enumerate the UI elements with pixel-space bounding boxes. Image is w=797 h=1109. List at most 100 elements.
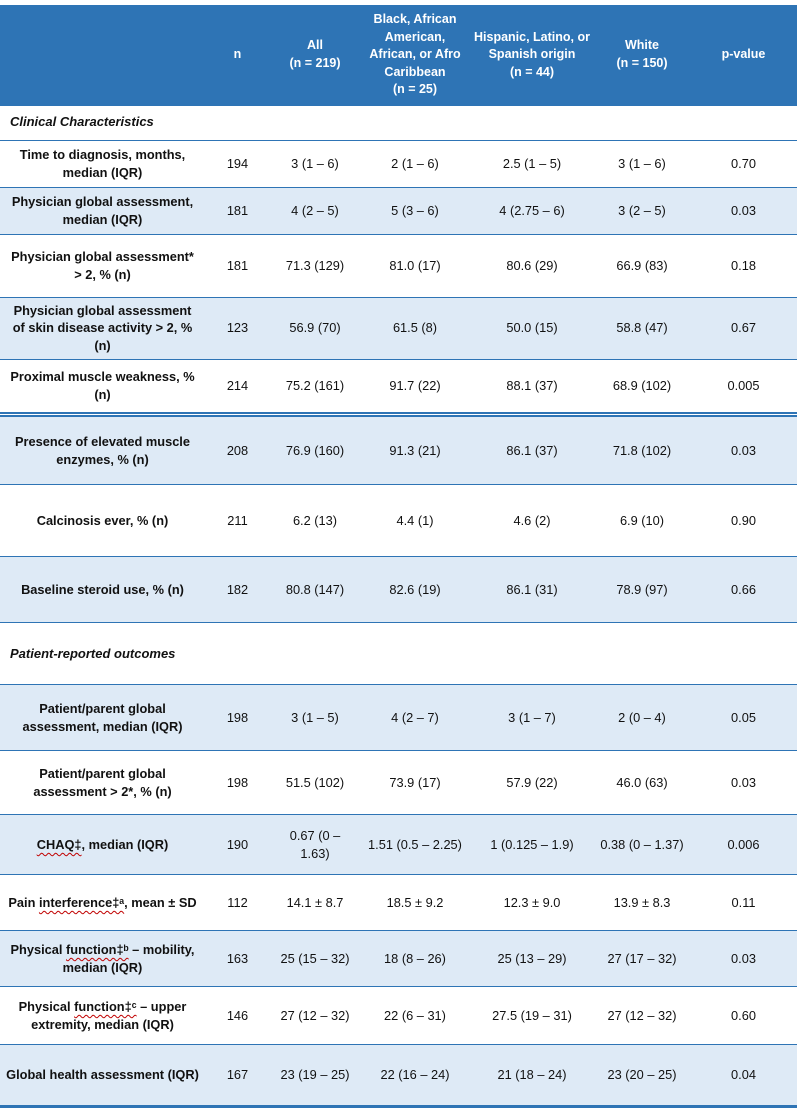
hispanic-value: 86.1 (37) xyxy=(470,412,594,485)
n-value: 190 xyxy=(205,814,270,875)
black-value: 91.3 (21) xyxy=(360,412,470,485)
white-value: 27 (12 – 32) xyxy=(594,986,690,1045)
hispanic-value: 50.0 (15) xyxy=(470,296,594,360)
row-label: Patient/parent global assessment, median… xyxy=(0,684,205,751)
row-label: Calcinosis ever, % (n) xyxy=(0,484,205,557)
black-value: 22 (6 – 31) xyxy=(360,986,470,1045)
all-value: 80.8 (147) xyxy=(270,556,360,623)
white-value: 13.9 ± 8.3 xyxy=(594,874,690,931)
table-row: Calcinosis ever, % (n) 211 6.2 (13) 4.4 (1)… xyxy=(0,484,797,557)
demographics-characteristics-table: n All (n = 219) Black, African American,… xyxy=(0,5,797,1109)
label-text: , mean ± SD xyxy=(124,894,197,910)
white-value: 78.9 (97) xyxy=(594,556,690,623)
table-row: Physical function‡ᶜ – upper extremity, m… xyxy=(0,986,797,1045)
row-label: Proximal muscle weakness, % (n) xyxy=(0,359,205,415)
hispanic-value: 12.3 ± 9.0 xyxy=(470,874,594,931)
table-header: n All (n = 219) Black, African American,… xyxy=(0,5,797,105)
hispanic-value: 3 (1 – 7) xyxy=(470,684,594,751)
hispanic-value: 4.6 (2) xyxy=(470,484,594,557)
row-label: Physical function‡ᶜ – upper extremity, m… xyxy=(0,986,205,1045)
header-cell-white: White (n = 150) xyxy=(594,5,690,105)
table-row: Global health assessment (IQR) 167 23 (19 … xyxy=(0,1044,797,1109)
p-value: 0.70 xyxy=(690,139,797,187)
p-value: 0.005 xyxy=(690,359,797,415)
p-value: 0.05 xyxy=(690,684,797,751)
black-value: 4.4 (1) xyxy=(360,484,470,557)
header-row: n All (n = 219) Black, African American,… xyxy=(0,5,797,105)
p-value: 0.90 xyxy=(690,484,797,557)
black-value: 73.9 (17) xyxy=(360,750,470,815)
hispanic-value: 80.6 (29) xyxy=(470,233,594,297)
section-row: Clinical Characteristics xyxy=(0,104,797,140)
row-label: Physical function‡ᵇ – mobility, median (… xyxy=(0,930,205,987)
n-value: 181 xyxy=(205,186,270,234)
all-value: 0.67 (0 – 1.63) xyxy=(270,814,360,875)
hispanic-value: 88.1 (37) xyxy=(470,359,594,415)
white-value: 0.38 (0 – 1.37) xyxy=(594,814,690,875)
section-title: Patient-reported outcomes xyxy=(0,622,797,685)
n-value: 198 xyxy=(205,684,270,751)
table-row: Pain interference‡ᵃ, mean ± SD 112 14.1 ± … xyxy=(0,874,797,931)
table-row: Proximal muscle weakness, % (n) 214 75.2 (… xyxy=(0,359,797,415)
white-value: 68.9 (102) xyxy=(594,359,690,415)
all-value: 27 (12 – 32) xyxy=(270,986,360,1045)
row-label: Presence of elevated muscle enzymes, % (… xyxy=(0,412,205,485)
row-label: Physician global assessment of skin dise… xyxy=(0,296,205,360)
n-value: 181 xyxy=(205,233,270,297)
hispanic-value: 25 (13 – 29) xyxy=(470,930,594,987)
all-value: 14.1 ± 8.7 xyxy=(270,874,360,931)
misspelled-text: function‡ᵇ xyxy=(66,941,129,957)
p-value: 0.03 xyxy=(690,186,797,234)
row-label: Physician global assessment, median (IQR… xyxy=(0,186,205,234)
hispanic-value: 27.5 (19 – 31) xyxy=(470,986,594,1045)
table-row: CHAQ‡, median (IQR) 190 0.67 (0 – 1.63) 1.5… xyxy=(0,814,797,875)
n-value: 211 xyxy=(205,484,270,557)
table-row: Time to diagnosis, months, median (IQR) 1… xyxy=(0,139,797,187)
table-row: Physician global assessment of skin dise… xyxy=(0,296,797,360)
black-value: 4 (2 – 7) xyxy=(360,684,470,751)
n-value: 208 xyxy=(205,412,270,485)
table-row: Patient/parent global assessment > 2*, %… xyxy=(0,750,797,815)
all-value: 23 (19 – 25) xyxy=(270,1044,360,1109)
label-text: Physical xyxy=(10,941,66,957)
white-value: 6.9 (10) xyxy=(594,484,690,557)
p-value: 0.11 xyxy=(690,874,797,931)
all-value: 51.5 (102) xyxy=(270,750,360,815)
white-value: 27 (17 – 32) xyxy=(594,930,690,987)
section-title: Clinical Characteristics xyxy=(0,104,797,140)
misspelled-text: interference‡ᵃ xyxy=(38,894,125,910)
black-value: 18.5 ± 9.2 xyxy=(360,874,470,931)
row-label: Patient/parent global assessment > 2*, %… xyxy=(0,750,205,815)
n-value: 163 xyxy=(205,930,270,987)
hispanic-value: 21 (18 – 24) xyxy=(470,1044,594,1109)
white-value: 46.0 (63) xyxy=(594,750,690,815)
label-text: Physical xyxy=(18,998,75,1014)
row-label: Baseline steroid use, % (n) xyxy=(0,556,205,623)
n-value: 194 xyxy=(205,139,270,187)
header-cell-black: Black, African American, African, or Afr… xyxy=(360,5,470,105)
n-value: 214 xyxy=(205,359,270,415)
n-value: 146 xyxy=(205,986,270,1045)
p-value: 0.67 xyxy=(690,296,797,360)
white-value: 3 (1 – 6) xyxy=(594,139,690,187)
row-label: CHAQ‡, median (IQR) xyxy=(0,814,205,875)
table-body: Clinical Characteristics Time to diagnosi… xyxy=(0,104,797,1109)
row-label: Global health assessment (IQR) xyxy=(0,1044,205,1109)
all-value: 56.9 (70) xyxy=(270,296,360,360)
n-value: 182 xyxy=(205,556,270,623)
all-value: 4 (2 – 5) xyxy=(270,186,360,234)
p-value: 0.03 xyxy=(690,412,797,485)
black-value: 81.0 (17) xyxy=(360,233,470,297)
header-cell-pvalue: p-value xyxy=(690,5,797,105)
hispanic-value: 86.1 (31) xyxy=(470,556,594,623)
white-value: 71.8 (102) xyxy=(594,412,690,485)
n-value: 167 xyxy=(205,1044,270,1109)
label-text: – mobility, median (IQR) xyxy=(62,941,195,975)
black-value: 2 (1 – 6) xyxy=(360,139,470,187)
all-value: 6.2 (13) xyxy=(270,484,360,557)
table-row: Presence of elevated muscle enzymes, % (… xyxy=(0,412,797,485)
all-value: 3 (1 – 5) xyxy=(270,684,360,751)
all-value: 71.3 (129) xyxy=(270,233,360,297)
misspelled-text: function‡ᶜ xyxy=(74,998,137,1014)
